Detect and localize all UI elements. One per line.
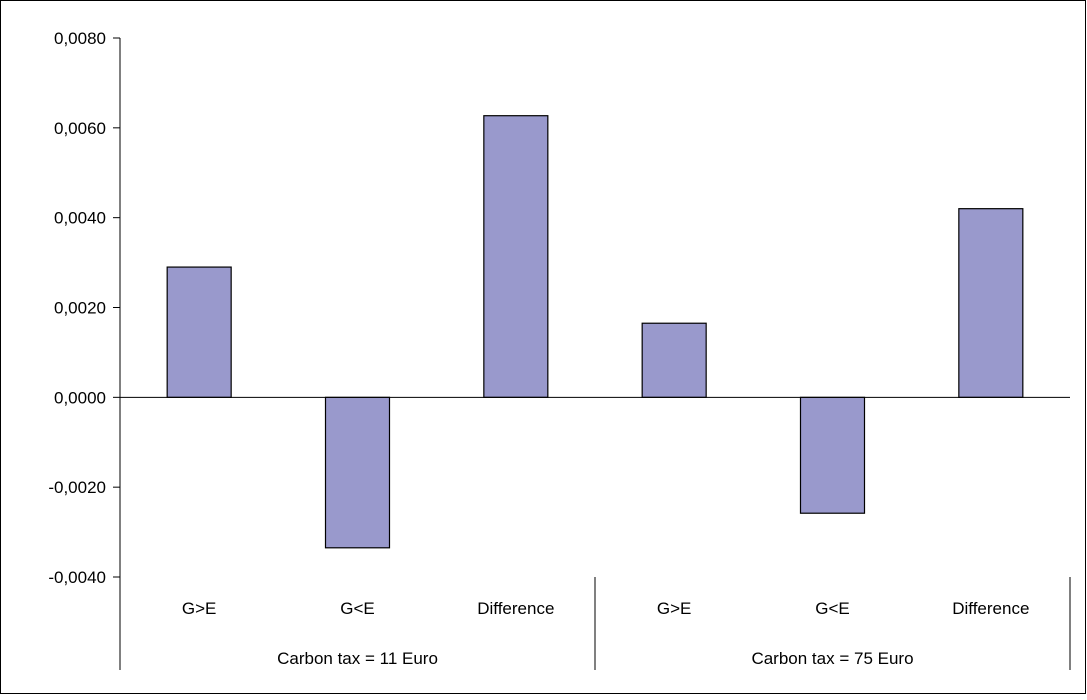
y-tick-label: 0,0080 (54, 29, 106, 48)
x-category-label: G>E (182, 599, 217, 618)
y-tick-label: 0,0000 (54, 388, 106, 407)
group-label: Carbon tax = 75 Euro (751, 649, 913, 668)
bar-3 (483, 115, 549, 398)
bar-series (166, 115, 1024, 549)
bar-6 (958, 208, 1024, 398)
group-label: Carbon tax = 11 Euro (277, 649, 438, 668)
y-axis: 0,0080 0,0060 0,0040 0,0020 0,0000 -0,0020 -0,… (48, 29, 121, 587)
y-tick-label: 0,0060 (54, 119, 106, 138)
bar-4 (641, 322, 707, 398)
y-tick-label: 0,0020 (54, 299, 106, 318)
y-tick-label: -0,0020 (48, 478, 106, 497)
x-category-label: Difference (952, 599, 1029, 618)
x-category-label: G<E (815, 599, 850, 618)
x-category-label: G<E (340, 599, 375, 618)
x-axis: G>E G<E Difference G>E G<E Difference Carbon t… (119, 577, 1071, 670)
bar-5 (799, 396, 866, 514)
x-category-label: G>E (657, 599, 692, 618)
y-tick-label: 0,0040 (54, 209, 106, 228)
bar-1 (166, 266, 232, 398)
x-category-label: Difference (477, 599, 554, 618)
y-tick-label: -0,0040 (48, 568, 106, 587)
bar-2 (324, 396, 391, 549)
